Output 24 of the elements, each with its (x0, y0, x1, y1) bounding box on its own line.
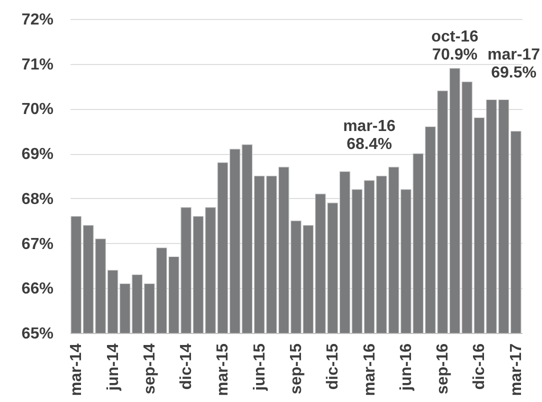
y-tick-label: 70% (21, 101, 54, 118)
y-tick-label: 68% (21, 190, 54, 208)
x-tick-label: sep-15 (288, 343, 305, 394)
x-tick-label: mar-15 (214, 343, 232, 396)
data-label: oct-16 70.9% (431, 28, 478, 64)
x-tick-label: jun-15 (251, 343, 268, 392)
x-tick-label: sep-16 (434, 343, 452, 394)
x-tick-label: mar-16 (361, 343, 378, 396)
x-tick-label: dic-14 (178, 343, 196, 390)
y-tick-label: 66% (21, 280, 54, 298)
y-tick-label: 69% (21, 146, 54, 164)
x-tick-label: dic-15 (324, 343, 342, 390)
x-tick-label: sep-14 (141, 343, 158, 394)
y-tick-label: 71% (21, 56, 54, 74)
y-tick-label: 65% (21, 326, 54, 342)
x-tick-label: jun-14 (104, 343, 122, 392)
x-tick-label: mar-17 (508, 343, 525, 396)
x-tick-label: mar-14 (68, 343, 86, 396)
data-label: mar-16 68.4% (343, 118, 396, 154)
x-tick-label: jun-16 (398, 343, 415, 392)
x-tick-label: dic-16 (471, 343, 488, 390)
data-label: mar-17 69.5% (488, 46, 540, 82)
y-tick-label: 72% (21, 12, 54, 28)
y-tick-label: 67% (21, 236, 54, 253)
